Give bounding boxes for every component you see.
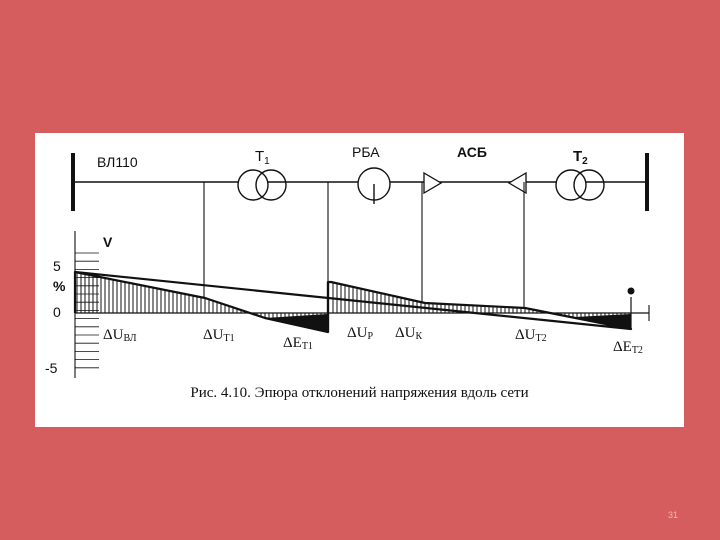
drop-label-u-t1: ΔUT1 bbox=[203, 327, 235, 344]
connection-lines bbox=[203, 182, 525, 332]
busbar-right bbox=[645, 153, 649, 211]
transformer-t1-symbol bbox=[237, 169, 287, 201]
busbar-left bbox=[71, 153, 75, 211]
compensator-triangle-right bbox=[507, 171, 527, 195]
drop-label-u-k: ΔUК bbox=[395, 325, 423, 342]
page-number: 31 bbox=[667, 510, 678, 520]
figure-panel: ВЛ110 T1 РБА АСБ T2 bbox=[35, 133, 684, 427]
y-tick-minus-5: -5 bbox=[45, 360, 58, 376]
regulator-rba-symbol bbox=[357, 167, 391, 204]
compensator-label: АСБ bbox=[457, 144, 487, 160]
et1-wedge bbox=[265, 314, 328, 332]
y-tick-5: 5 bbox=[53, 258, 61, 274]
y-tick-0: 0 bbox=[53, 304, 61, 320]
figure-caption: Рис. 4.10. Эпюра отклонений напряжения в… bbox=[190, 385, 529, 401]
et2-wedge bbox=[575, 314, 631, 329]
drop-label-u-r: ΔUР bbox=[347, 325, 374, 342]
hatching-segment-2 bbox=[332, 282, 630, 329]
end-marker bbox=[627, 287, 635, 295]
y-unit-label: % bbox=[53, 278, 66, 294]
compensator-triangle-left bbox=[423, 171, 443, 195]
y-axis-label: V bbox=[103, 234, 113, 250]
voltage-profile-line bbox=[73, 270, 633, 334]
voltage-deviation-diagram: ВЛ110 T1 РБА АСБ T2 bbox=[45, 144, 650, 378]
drop-label-e-t2: ΔET2 bbox=[613, 339, 643, 356]
drop-label-u-t2: ΔUT2 bbox=[515, 327, 547, 344]
y-tick-marks bbox=[75, 252, 99, 369]
line-label: ВЛ110 bbox=[97, 154, 138, 170]
network-scheme: ВЛ110 T1 РБА АСБ T2 bbox=[71, 144, 649, 211]
drop-label-u-vl: ΔUВЛ bbox=[103, 327, 137, 344]
regulator-label: РБА bbox=[352, 144, 380, 160]
transformer-t2-symbol bbox=[555, 169, 605, 201]
transformer-t1-label: T1 bbox=[255, 148, 270, 167]
transformer-t2-label: T2 bbox=[573, 148, 588, 167]
drop-label-e-t1: ΔET1 bbox=[283, 335, 313, 352]
voltage-plot: V % 5 0 -5 ΔUВЛ ΔUT1 ΔET1 ΔUР ΔUК ΔUT2 Δ… bbox=[45, 231, 650, 378]
